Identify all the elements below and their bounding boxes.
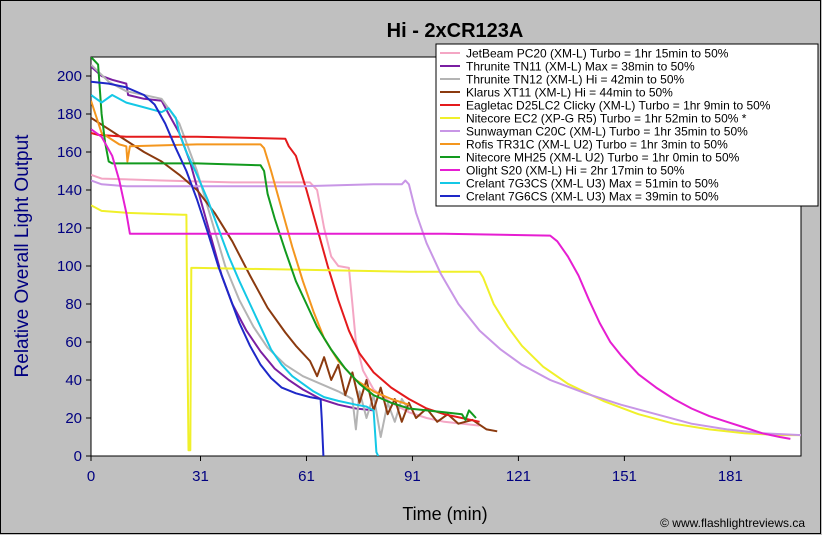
legend-entry: Olight S20 (XM-L) Hi = 2hr 17min to 50% <box>466 164 685 178</box>
x-tick-label: 151 <box>612 468 637 485</box>
legend-entry: Crelant 7G6CS (XM-L U3) Max = 39min to 5… <box>466 190 719 204</box>
series-line-12 <box>91 80 325 456</box>
series-line-3 <box>91 63 410 438</box>
x-tick-label: 61 <box>298 468 315 485</box>
y-tick-label: 80 <box>65 296 82 313</box>
y-axis-label: Relative Overall Light Output <box>12 134 33 378</box>
series-line-5 <box>91 132 480 423</box>
legend-entry: Crelant 7G3CS (XM-L U3) Max = 51min to 5… <box>466 177 719 191</box>
series-line-11 <box>91 94 380 456</box>
y-tick-label: 0 <box>74 448 82 465</box>
x-tick-label: 181 <box>718 468 743 485</box>
series-line-10 <box>91 128 791 440</box>
legend-entry: Rofis TR31C (XM-L U2) Turbo = 1hr 3min t… <box>466 138 728 152</box>
legend-entry: Eagletac D25LC2 Clicky (XM-L) Turbo = 1h… <box>466 99 771 113</box>
x-tick-label: 121 <box>506 468 531 485</box>
y-tick-label: 60 <box>65 334 82 351</box>
credit-text: © www.flashlightreviews.ca <box>660 516 805 530</box>
series-line-1 <box>91 173 480 427</box>
series-line-9 <box>91 57 477 421</box>
legend-box <box>435 43 819 207</box>
legend: JetBeam PC20 (XM-L) Turbo = 1hr 15min to… <box>435 43 819 207</box>
y-tick-label: 20 <box>65 410 82 427</box>
chart-title: Hi - 2xCR123A <box>387 20 524 42</box>
legend-entry: Nitecore EC2 (XP-G R5) Turbo = 1hr 52min… <box>466 112 747 126</box>
y-tick-label: 100 <box>57 258 82 275</box>
y-tick-label: 180 <box>57 106 82 123</box>
legend-entry: Klarus XT11 (XM-L) Hi = 44min to 50% <box>466 86 673 100</box>
y-tick-label: 200 <box>57 68 82 85</box>
legend-entry: Nitecore MH25 (XM-L U2) Turbo = 1hr 0min… <box>466 151 740 165</box>
x-axis-label: Time (min) <box>402 504 487 524</box>
legend-entry: Thrunite TN12 (XM-L) Hi = 42min to 50% <box>466 73 685 87</box>
series-line-6 <box>91 204 801 452</box>
legend-entry: Thrunite TN11 (XM-L) Max = 38min to 50% <box>466 60 695 74</box>
series-lines <box>91 57 801 456</box>
x-tick-label: 91 <box>404 468 421 485</box>
y-tick-label: 140 <box>57 182 82 199</box>
axes: 0 20 40 60 80 100 120 140 160 180 200 0 31 61 91 121 151… <box>57 68 743 485</box>
legend-entry: Sunwayman C20C (XM-L) Turbo = 1hr 35min … <box>466 125 748 139</box>
x-tick-label: 31 <box>192 468 209 485</box>
y-tick-label: 120 <box>57 220 82 237</box>
y-tick-label: 40 <box>65 372 82 389</box>
series-line-7 <box>91 179 801 437</box>
x-tick-label: 0 <box>87 468 95 485</box>
legend-entry: JetBeam PC20 (XM-L) Turbo = 1hr 15min to… <box>466 47 729 61</box>
y-tick-label: 160 <box>57 144 82 161</box>
